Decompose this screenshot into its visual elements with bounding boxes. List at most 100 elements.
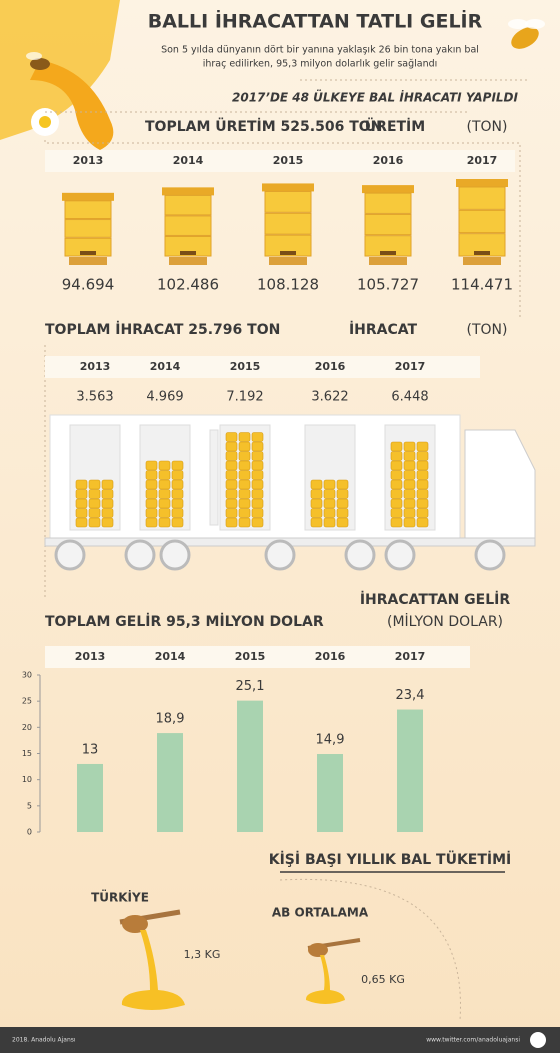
value-label: 18,9 <box>156 712 185 727</box>
jar <box>323 498 336 509</box>
jar <box>310 498 323 509</box>
value-label: 94.694 <box>62 276 115 294</box>
jar <box>416 508 429 518</box>
jar <box>145 460 158 471</box>
chart-title: TOPLAM İHRACAT 25.796 TON <box>45 321 280 338</box>
wheel <box>159 539 191 571</box>
jar <box>238 470 251 480</box>
year-label: 2017 <box>467 154 498 167</box>
year-label: 2015 <box>230 360 261 373</box>
jar <box>336 489 349 499</box>
hive-entrance <box>380 251 396 255</box>
jar-stack <box>304 424 356 531</box>
hive-entrance <box>180 251 196 255</box>
year-band <box>45 646 470 668</box>
bar <box>317 754 343 832</box>
hive-roof <box>262 183 314 192</box>
year-label: 2013 <box>80 360 111 373</box>
jar <box>225 517 238 528</box>
jar <box>403 479 416 490</box>
hive-roof <box>456 179 508 187</box>
jar <box>225 432 238 442</box>
jar <box>416 460 429 471</box>
item-amount: 1,3 KG <box>184 948 221 961</box>
year-label: 2015 <box>273 154 304 167</box>
measure-label: İHRACAT <box>349 321 418 338</box>
jar <box>88 508 101 518</box>
wheel <box>124 539 156 571</box>
jar <box>251 451 264 461</box>
hive-box <box>64 237 112 257</box>
hive <box>262 183 314 265</box>
value-label: 114.471 <box>451 276 513 294</box>
logo <box>530 1032 546 1048</box>
item-name: TÜRKİYE <box>91 890 149 905</box>
jar <box>336 498 349 509</box>
consumption-title: KİŞİ BAŞI YILLIK BAL TÜKETİMİ <box>269 850 512 868</box>
honey-dipper <box>119 909 361 1010</box>
value-label: 105.727 <box>357 276 419 294</box>
wheel <box>384 539 416 571</box>
year-label: 2015 <box>235 650 266 663</box>
decoration <box>0 0 539 1021</box>
jar <box>225 460 238 471</box>
jar <box>251 460 264 471</box>
year-label: 2017 <box>395 360 426 373</box>
jar <box>336 508 349 518</box>
jar <box>403 508 416 518</box>
jar <box>310 489 323 499</box>
jar <box>101 508 114 518</box>
hive <box>362 185 414 265</box>
measure-label: ÜRETİM <box>365 117 425 135</box>
jar <box>158 460 171 471</box>
jar <box>171 470 184 480</box>
year-label: 2016 <box>315 650 346 663</box>
jar <box>390 489 403 499</box>
jar-stack <box>219 424 271 531</box>
year-label: 2013 <box>75 650 106 663</box>
jar <box>403 441 416 452</box>
jar <box>390 470 403 480</box>
wheel <box>474 539 506 571</box>
unit-label: (TON) <box>467 119 508 135</box>
jar <box>416 451 429 461</box>
jar <box>251 498 264 509</box>
jar <box>323 479 336 490</box>
jar <box>171 498 184 509</box>
jar <box>238 498 251 509</box>
value-label: 3.622 <box>311 390 348 405</box>
hive-base <box>69 257 107 265</box>
jar <box>88 517 101 528</box>
year-band <box>45 356 480 378</box>
jar-stack <box>69 424 121 531</box>
jar <box>225 489 238 499</box>
jar <box>416 479 429 490</box>
jar <box>101 479 114 490</box>
hive <box>456 179 508 265</box>
hive-box <box>164 235 212 257</box>
year-label: 2014 <box>150 360 181 373</box>
value-label: 6.448 <box>391 390 428 405</box>
jar <box>158 517 171 528</box>
jar <box>390 460 403 471</box>
year-label: 2014 <box>155 650 186 663</box>
jar <box>75 517 88 528</box>
jar <box>251 517 264 528</box>
jar <box>403 489 416 499</box>
jar <box>336 517 349 528</box>
jar <box>88 479 101 490</box>
jar <box>390 508 403 518</box>
jar <box>323 489 336 499</box>
value-label: 108.128 <box>257 276 319 294</box>
value-label: 23,4 <box>396 688 425 703</box>
jar <box>238 432 251 442</box>
jar-stack <box>139 424 191 531</box>
hive-roof <box>62 192 114 201</box>
footer-credit: 2018. Anadolu Ajansı <box>12 1037 76 1044</box>
jar <box>225 451 238 461</box>
jar <box>323 517 336 528</box>
highlight: 2017’DE 48 ÜLKEYE BAL İHRACATI YAPILDI <box>232 90 519 105</box>
jar <box>145 470 158 480</box>
jar <box>390 479 403 490</box>
